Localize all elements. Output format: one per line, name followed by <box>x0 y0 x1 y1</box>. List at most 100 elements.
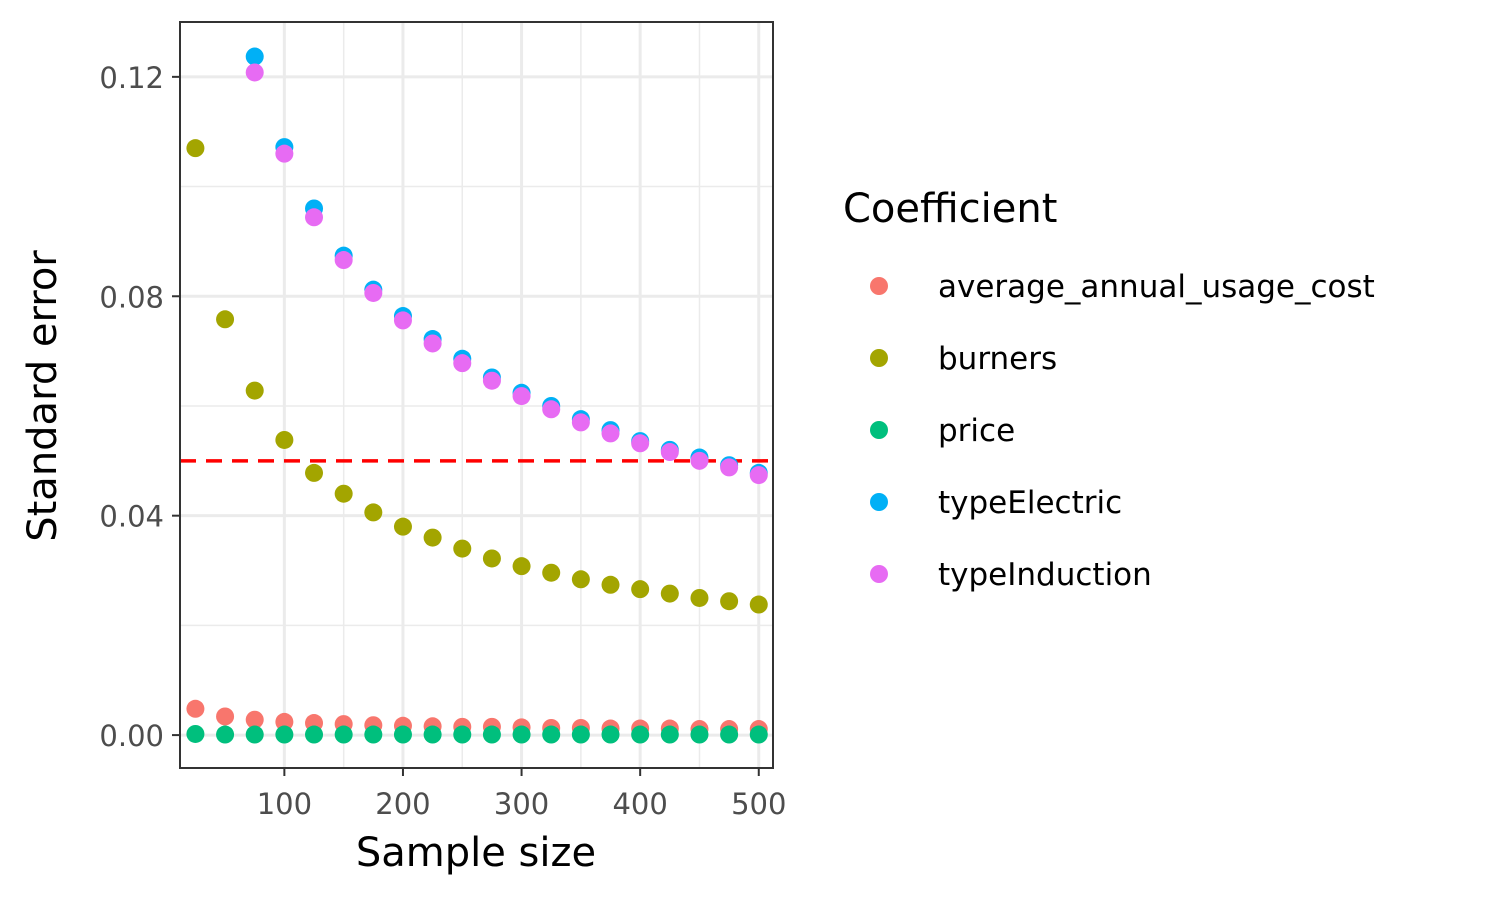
data-point <box>245 725 264 744</box>
data-point <box>216 707 235 726</box>
grid-major <box>180 22 773 768</box>
data-point <box>275 725 294 744</box>
y-tick-label: 0.12 <box>99 61 164 95</box>
data-point <box>690 588 709 607</box>
y-tick-labels: 0.00 0.04 0.08 0.12 <box>99 61 164 753</box>
data-point <box>275 144 294 163</box>
data-point <box>749 725 768 744</box>
data-point <box>245 47 264 66</box>
y-tick-label: 0.00 <box>99 719 164 753</box>
data-point <box>245 381 264 400</box>
legend-label: price <box>938 413 1015 449</box>
x-tick-label: 200 <box>375 787 430 821</box>
data-point <box>453 725 472 744</box>
data-point <box>275 430 294 449</box>
data-point <box>393 517 412 536</box>
data-point <box>423 725 442 744</box>
data-point <box>393 311 412 330</box>
data-point <box>186 699 205 718</box>
legend-label: typeElectric <box>938 485 1122 521</box>
legend-item: price <box>870 413 1015 449</box>
legend-item: typeElectric <box>870 485 1122 521</box>
series-price <box>186 724 768 744</box>
legend-label: typeInduction <box>938 557 1152 593</box>
data-point <box>482 549 501 568</box>
data-point <box>423 528 442 547</box>
data-point <box>512 387 531 406</box>
data-point <box>720 725 739 744</box>
data-point <box>334 251 353 270</box>
data-point <box>186 724 205 743</box>
data-point <box>364 503 383 522</box>
data-point <box>393 725 412 744</box>
data-point <box>334 484 353 503</box>
data-point <box>542 400 561 419</box>
legend: Coefficient average_annual_usage_costbur… <box>843 186 1375 593</box>
data-point <box>512 725 531 744</box>
data-point <box>305 208 324 227</box>
data-point <box>482 371 501 390</box>
data-point <box>571 725 590 744</box>
data-point <box>660 725 679 744</box>
series-typeInduction <box>245 63 768 485</box>
data-point <box>601 725 620 744</box>
data-point <box>660 584 679 603</box>
legend-label: average_annual_usage_cost <box>938 269 1375 305</box>
data-point <box>453 539 472 558</box>
data-point <box>571 413 590 432</box>
data-point <box>690 451 709 470</box>
legend-label: burners <box>938 341 1057 377</box>
data-point <box>453 354 472 373</box>
data-point <box>749 466 768 485</box>
data-point <box>601 575 620 594</box>
data-point <box>305 463 324 482</box>
data-point <box>720 458 739 477</box>
data-point <box>512 557 531 576</box>
legend-key <box>870 421 888 439</box>
legend-item: typeInduction <box>870 557 1152 593</box>
data-point <box>245 63 264 82</box>
data-point <box>245 710 264 729</box>
data-point <box>482 725 501 744</box>
data-point <box>423 334 442 353</box>
data-point <box>542 725 561 744</box>
data-point <box>631 725 650 744</box>
data-point <box>305 725 324 744</box>
y-tick-label: 0.04 <box>99 500 164 534</box>
grid-minor <box>180 22 773 768</box>
data-point <box>334 725 353 744</box>
data-point <box>631 434 650 453</box>
x-tick-label: 400 <box>612 787 667 821</box>
data-point <box>364 725 383 744</box>
legend-key <box>870 565 888 583</box>
data-point <box>690 725 709 744</box>
legend-key <box>870 277 888 295</box>
legend-item: average_annual_usage_cost <box>870 269 1375 305</box>
series-burners <box>186 139 768 614</box>
series-typeElectric <box>245 47 768 482</box>
x-tick-label: 300 <box>494 787 549 821</box>
panel-border <box>179 21 774 769</box>
points-layer <box>186 47 768 744</box>
data-point <box>216 310 235 329</box>
series-average_annual_usage_cost <box>186 699 768 739</box>
data-point <box>720 592 739 611</box>
data-point <box>216 725 235 744</box>
axis-ticks <box>172 75 760 776</box>
y-axis-title: Standard error <box>20 250 66 542</box>
data-point <box>186 139 205 158</box>
data-point <box>631 580 650 599</box>
data-point <box>275 712 294 731</box>
y-tick-label: 0.08 <box>99 280 164 314</box>
legend-key <box>870 493 888 511</box>
x-tick-label: 500 <box>731 787 786 821</box>
x-tick-label: 100 <box>257 787 312 821</box>
data-point <box>601 424 620 443</box>
data-point <box>364 283 383 302</box>
legend-item: burners <box>870 341 1057 377</box>
legend-key <box>870 349 888 367</box>
data-point <box>749 595 768 614</box>
data-point <box>542 563 561 582</box>
